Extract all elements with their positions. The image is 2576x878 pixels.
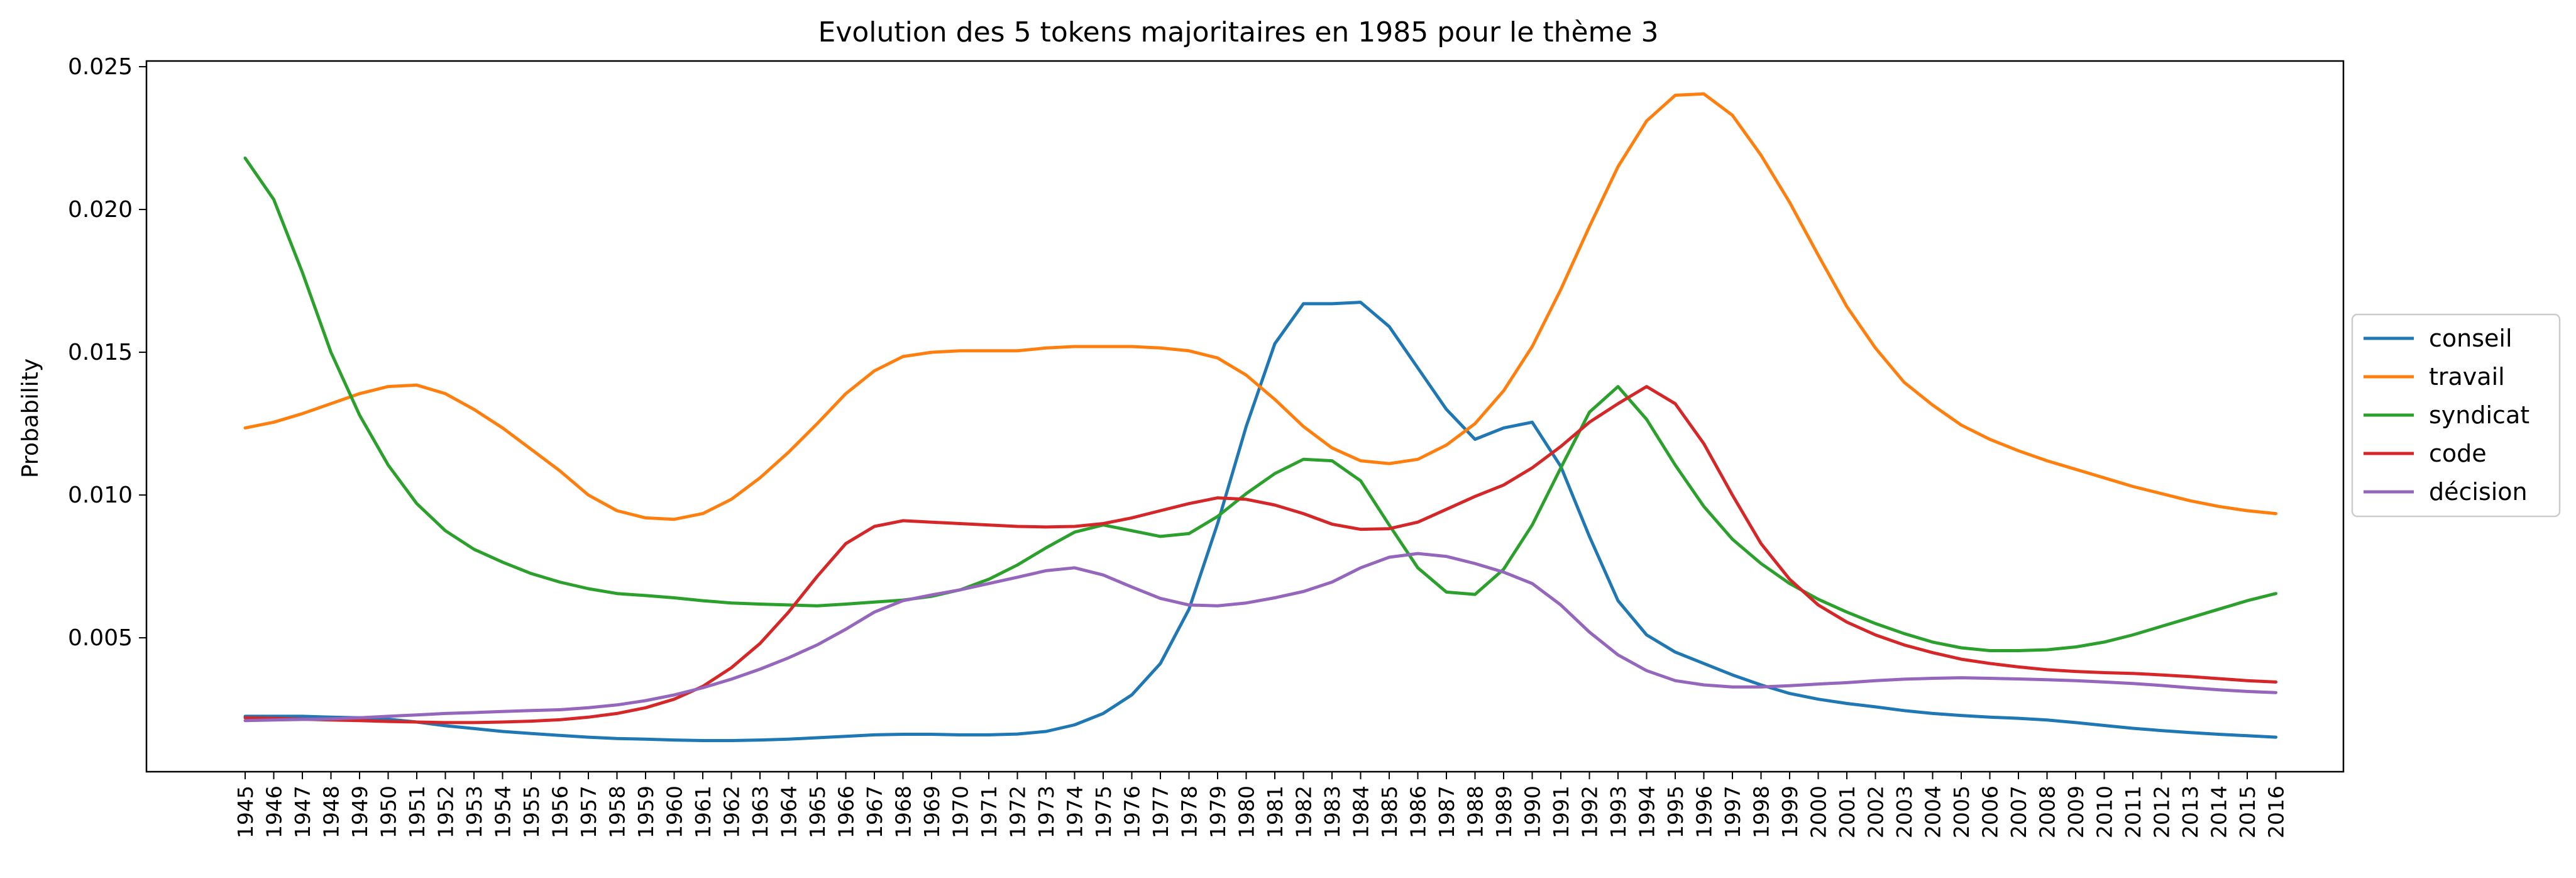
x-tick-label: 2004 [1921,786,1946,838]
series-line-2 [243,156,2277,652]
x-tick-label: 1999 [1778,786,1802,838]
x-tick-label: 1986 [1406,786,1431,838]
chart-title: Evolution des 5 tokens majoritaires en 1… [818,16,1659,48]
x-tick-label: 2006 [1978,786,2003,838]
x-tick-label: 1972 [1006,786,1030,838]
x-tick-label: 1945 [233,786,258,838]
x-tick-label: 1947 [290,786,315,838]
x-tick-label: 2010 [2093,786,2117,838]
series-layer [243,92,2277,742]
x-tick-label: 1950 [377,786,401,838]
x-tick-label: 1990 [1521,786,1545,838]
legend-label: décision [2429,478,2528,506]
series-line-0 [243,301,2277,742]
x-tick-label: 1951 [405,786,429,838]
x-tick-label: 1982 [1292,786,1316,838]
x-tick-label: 1979 [1206,786,1230,838]
x-tick-label: 1996 [1692,786,1717,838]
x-tick-label: 1985 [1377,786,1402,838]
x-tick-label: 1969 [920,786,944,838]
plot-frame [145,60,2345,773]
x-tick-label: 1984 [1349,786,1373,838]
x-tick-label: 1987 [1434,786,1459,838]
x-tick-label: 2008 [2035,786,2060,838]
x-tick-label: 2007 [2006,786,2031,838]
x-tick-label: 1956 [548,786,573,838]
series-line-3 [243,385,2277,725]
x-tick-label: 1977 [1148,786,1173,838]
x-tick-label: 1967 [862,786,887,838]
x-tick-label: 2016 [2264,786,2289,838]
x-tick-label: 1965 [805,786,830,838]
y-tick-label: 0.025 [68,54,133,80]
x-tick-label: 1978 [1177,786,1202,838]
x-tick-label: 1958 [605,786,630,838]
x-tick-label: 1957 [576,786,601,838]
x-tick-label: 2000 [1807,786,1831,838]
legend-label: travail [2429,363,2505,391]
x-tick-label: 1961 [691,786,715,838]
y-tick-label: 0.020 [68,197,133,223]
x-tick-label: 1980 [1235,786,1259,838]
x-tick-label: 1960 [663,786,687,838]
x-tick-label: 1997 [1720,786,1745,838]
x-tick-label: 1975 [1091,786,1116,838]
x-tick-label: 2012 [2150,786,2174,838]
x-tick-label: 2009 [2064,786,2088,838]
x-tick-label: 1964 [777,786,801,838]
x-tick-label: 1968 [891,786,916,838]
y-tick-label: 0.015 [68,340,133,365]
x-tick-label: 1962 [720,786,744,838]
series-line-1 [243,92,2277,521]
x-tick-label: 1948 [319,786,344,838]
x-tick-label: 1959 [634,786,658,838]
x-tick-label: 2011 [2121,786,2145,838]
x-tick-label: 1952 [434,786,458,838]
legend-label: conseil [2429,325,2513,352]
x-tick-label: 2003 [1892,786,1917,838]
y-tick-label: 0.010 [68,482,133,508]
x-tick-label: 1955 [519,786,544,838]
x-tick-label: 1954 [491,786,515,838]
x-tick-label: 1991 [1549,786,1573,838]
x-tick-label: 1994 [1635,786,1660,838]
x-tick-label: 1974 [1063,786,1087,838]
legend: conseil travail syndicat code décision [2351,313,2561,518]
x-tick-label: 2013 [2178,786,2203,838]
x-tick-label: 1995 [1663,786,1688,838]
x-tick-label: 2002 [1864,786,1888,838]
x-tick-label: 1989 [1492,786,1516,838]
x-tick-label: 1993 [1606,786,1631,838]
x-tick-label: 1976 [1120,786,1145,838]
x-tick-label: 1953 [462,786,487,838]
x-tick-label: 2005 [1949,786,1974,838]
x-tick-label: 1949 [348,786,372,838]
x-tick-label: 1992 [1578,786,1602,838]
x-tick-label: 1988 [1463,786,1488,838]
x-tick-label: 1983 [1320,786,1345,838]
x-tick-label: 1963 [748,786,773,838]
x-tick-label: 1966 [834,786,859,838]
series-line-4 [243,552,2277,723]
x-tick-label: 1970 [949,786,973,838]
legend-label: code [2429,440,2487,467]
y-axis-label: Probability [18,358,43,478]
x-tick-label: 2015 [2235,786,2260,838]
legend-box [2351,313,2561,518]
x-tick-label: 2014 [2207,786,2232,838]
x-tick-label: 1998 [1749,786,1774,838]
legend-label: syndicat [2429,401,2529,429]
axes-layer: 1945 1946 1947 1948 1949 1950 1951 1952 1953 1954… [68,54,2345,838]
x-tick-label: 1973 [1034,786,1059,838]
x-tick-label: 1946 [262,786,287,838]
x-tick-label: 1981 [1263,786,1287,838]
x-tick-label: 2001 [1835,786,1859,838]
x-tick-label: 1971 [977,786,1001,838]
y-tick-label: 0.005 [68,625,133,651]
